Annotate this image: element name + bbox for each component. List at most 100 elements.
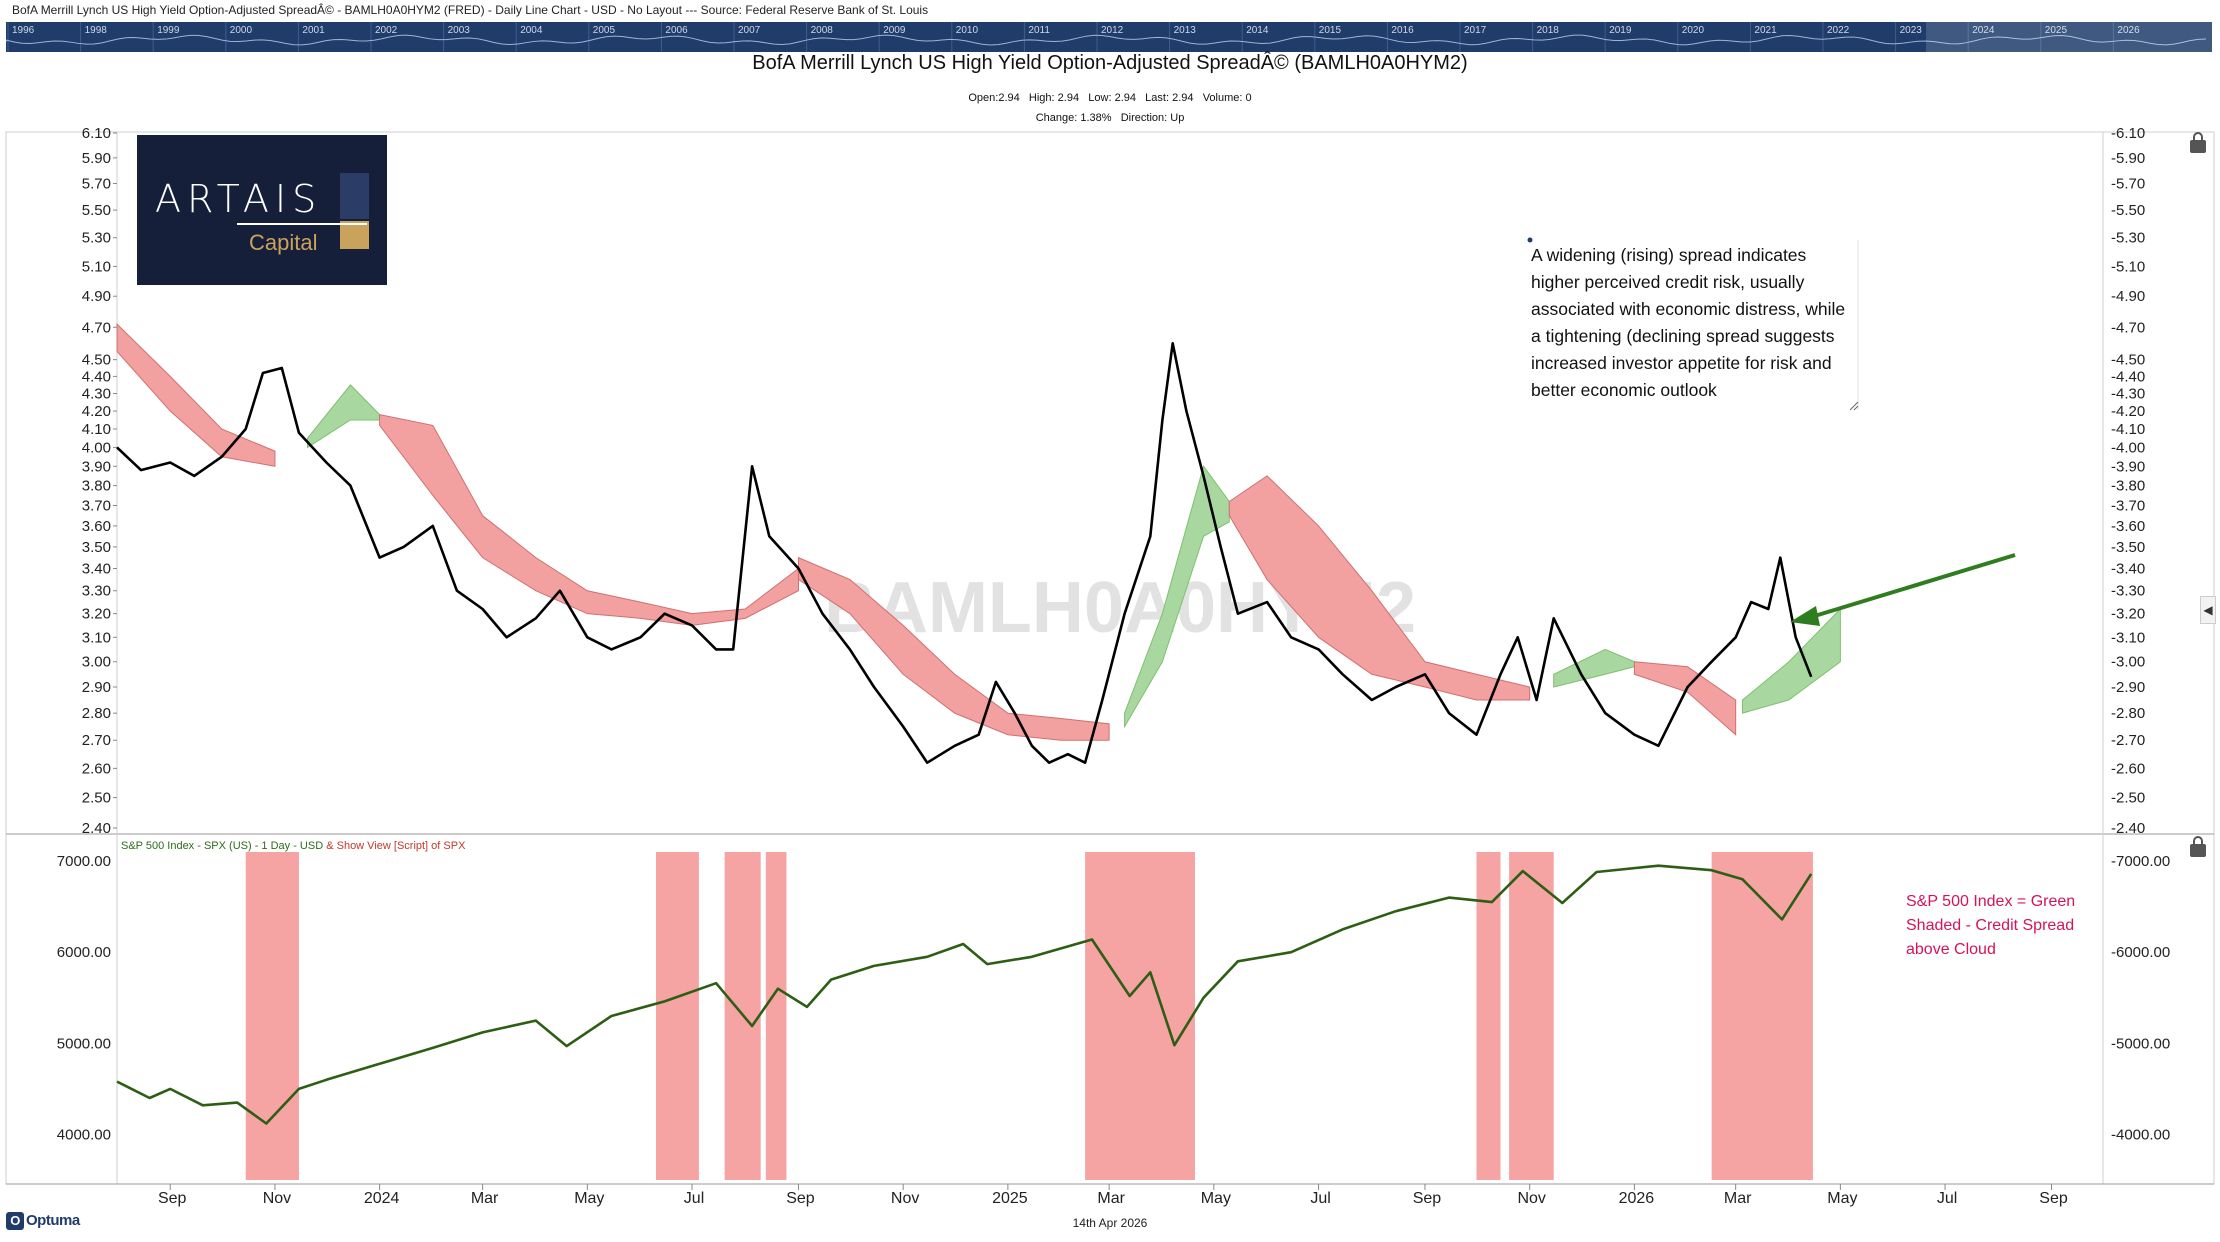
- high-label: High:: [1028, 92, 1055, 104]
- y-tick-label-left: 5.10: [82, 258, 111, 275]
- y-tick-label-left: 6.10: [82, 125, 111, 142]
- y-tick-label-right: -2.60: [2111, 760, 2145, 777]
- y-tick-label-right: -4.90: [2111, 288, 2145, 305]
- credit-spread-shade: [245, 852, 299, 1180]
- y-tick-label-left: 2.50: [82, 790, 111, 807]
- y-tick-label-left: 2.60: [82, 760, 111, 777]
- navigator-year-label: 2020: [1682, 25, 1705, 36]
- y-tick-label-left: 5.90: [82, 150, 111, 167]
- navigator-year-label: 2026: [2117, 25, 2140, 36]
- navigator-year-label: 2023: [1900, 25, 1923, 36]
- lock-icon[interactable]: [2190, 836, 2206, 857]
- window-title: BofA Merrill Lynch US High Yield Option-…: [12, 3, 929, 17]
- ichimoku-cloud-red: [1633, 661, 1737, 736]
- spx-note: S&P 500 Index = Green Shaded - Credit Sp…: [1906, 893, 2076, 958]
- spx-tick-label-left: 4000.00: [57, 1126, 111, 1143]
- annotation-text[interactable]: A widening (rising) spread indicates hig…: [1531, 245, 1846, 400]
- y-tick-label-right: -2.40: [2111, 820, 2145, 837]
- y-tick-label-left: 4.50: [82, 352, 111, 369]
- last-value: 2.94: [1172, 92, 1194, 104]
- x-tick-label: Nov: [891, 1190, 919, 1207]
- ichimoku-cloud-green: [1553, 648, 1635, 688]
- x-tick-label: Sep: [158, 1190, 187, 1207]
- navigator-year-label: 2022: [1827, 25, 1850, 36]
- y-tick-label-left: 4.40: [82, 368, 111, 385]
- footer-date: 14th Apr 2026: [1072, 1216, 1148, 1230]
- navigator-year-label: 2016: [1391, 25, 1414, 36]
- y-tick-label-left: 3.40: [82, 560, 111, 577]
- y-tick-label-left: 3.00: [82, 654, 111, 671]
- logo-sub: Capital: [249, 230, 318, 255]
- y-tick-label-right: -5.50: [2111, 202, 2145, 219]
- navigator-year-label: 2004: [520, 25, 543, 36]
- optuma-brand: Optuma: [26, 1212, 80, 1229]
- credit-spread-shade: [1476, 852, 1501, 1180]
- lock-icon[interactable]: [2190, 132, 2206, 153]
- y-tick-label-right: -5.90: [2111, 150, 2145, 167]
- credit-spread-shade: [1711, 852, 1813, 1180]
- spx-tick-label-right: -6000.00: [2111, 944, 2170, 961]
- volume-value: 0: [1245, 92, 1252, 104]
- y-tick-label-left: 4.00: [82, 439, 111, 456]
- ohlc-stats: Open:2.94 High: 2.94 Low: 2.94 Last: 2.9…: [0, 92, 2220, 104]
- y-tick-label-left: 5.70: [82, 176, 111, 193]
- y-tick-label-right: -3.10: [2111, 629, 2145, 646]
- y-tick-label-right: -4.00: [2111, 439, 2145, 456]
- navigator-sparkline: [6, 34, 2207, 46]
- navigator-year-label: 2002: [375, 25, 398, 36]
- credit-spread-shade: [765, 852, 787, 1180]
- y-tick-label-right: -6.10: [2111, 125, 2145, 142]
- spx-tick-label-right: -5000.00: [2111, 1035, 2170, 1052]
- x-tick-label: May: [574, 1190, 604, 1207]
- y-tick-label-right: -3.70: [2111, 497, 2145, 514]
- y-tick-label-left: 2.40: [82, 820, 111, 837]
- y-tick-label-right: -3.40: [2111, 560, 2145, 577]
- navigator-year-label: 2008: [811, 25, 834, 36]
- optuma-logo: O Optuma: [6, 1212, 80, 1230]
- change-stats: Change: 1.38% Direction: Up: [0, 112, 2220, 124]
- y-tick-label-right: -4.20: [2111, 403, 2145, 420]
- change-label: Change:: [1035, 112, 1078, 124]
- logo-square-gold: [340, 221, 369, 249]
- resize-handle-icon: [1853, 405, 1859, 411]
- y-tick-label-left: 4.20: [82, 403, 111, 420]
- open-label: Open:: [968, 92, 999, 104]
- x-tick-label: Sep: [1413, 1190, 1442, 1207]
- y-tick-label-right: -2.80: [2111, 705, 2145, 722]
- y-tick-label-right: -4.50: [2111, 352, 2145, 369]
- ichimoku-cloud-red: [797, 556, 1110, 741]
- x-tick-label: Sep: [2039, 1190, 2068, 1207]
- navigator-year-label: 2013: [1174, 25, 1197, 36]
- navigator-year-label: 2014: [1246, 25, 1269, 36]
- x-tick-label: Mar: [1724, 1190, 1752, 1207]
- x-tick-label: Mar: [471, 1190, 499, 1207]
- navigator-year-label: 1998: [85, 25, 108, 36]
- lower-panel-label: S&P 500 Index - SPX (US) - 1 Day - USD &…: [121, 840, 465, 852]
- y-tick-label-right: -4.70: [2111, 319, 2145, 336]
- navigator-year-label: 2001: [302, 25, 325, 36]
- x-tick-label: 2025: [992, 1190, 1028, 1207]
- navigator-year-label: 2024: [1972, 25, 1995, 36]
- credit-spread-shade: [1509, 852, 1554, 1180]
- y-tick-label-left: 3.60: [82, 518, 111, 535]
- x-tick-label: Nov: [1517, 1190, 1545, 1207]
- panel-collapse-icon[interactable]: ◀: [2200, 596, 2216, 624]
- y-tick-label-left: 3.70: [82, 497, 111, 514]
- y-tick-label-left: 2.90: [82, 679, 111, 696]
- resize-handle-icon: [1849, 401, 1859, 411]
- x-tick-label: Sep: [786, 1190, 815, 1207]
- timeline-navigator[interactable]: 1996 1998 1999 2000 2001 2002 2003 2004 2005 2006…: [6, 22, 2212, 52]
- low-value: 2.94: [1114, 92, 1136, 104]
- y-tick-label-right: -2.70: [2111, 732, 2145, 749]
- x-tick-label: May: [1827, 1190, 1857, 1207]
- navigator-year-label: 2000: [230, 25, 253, 36]
- high-value: 2.94: [1057, 92, 1080, 104]
- y-tick-label-right: -4.30: [2111, 386, 2145, 403]
- navigator-year-label: 2005: [593, 25, 616, 36]
- y-tick-label-right: -3.90: [2111, 458, 2145, 475]
- navigator-window: [1926, 22, 2212, 52]
- navigator-year-label: 2012: [1101, 25, 1124, 36]
- annotation-anchor-dot: [1527, 237, 1533, 243]
- y-tick-label-left: 3.80: [82, 478, 111, 495]
